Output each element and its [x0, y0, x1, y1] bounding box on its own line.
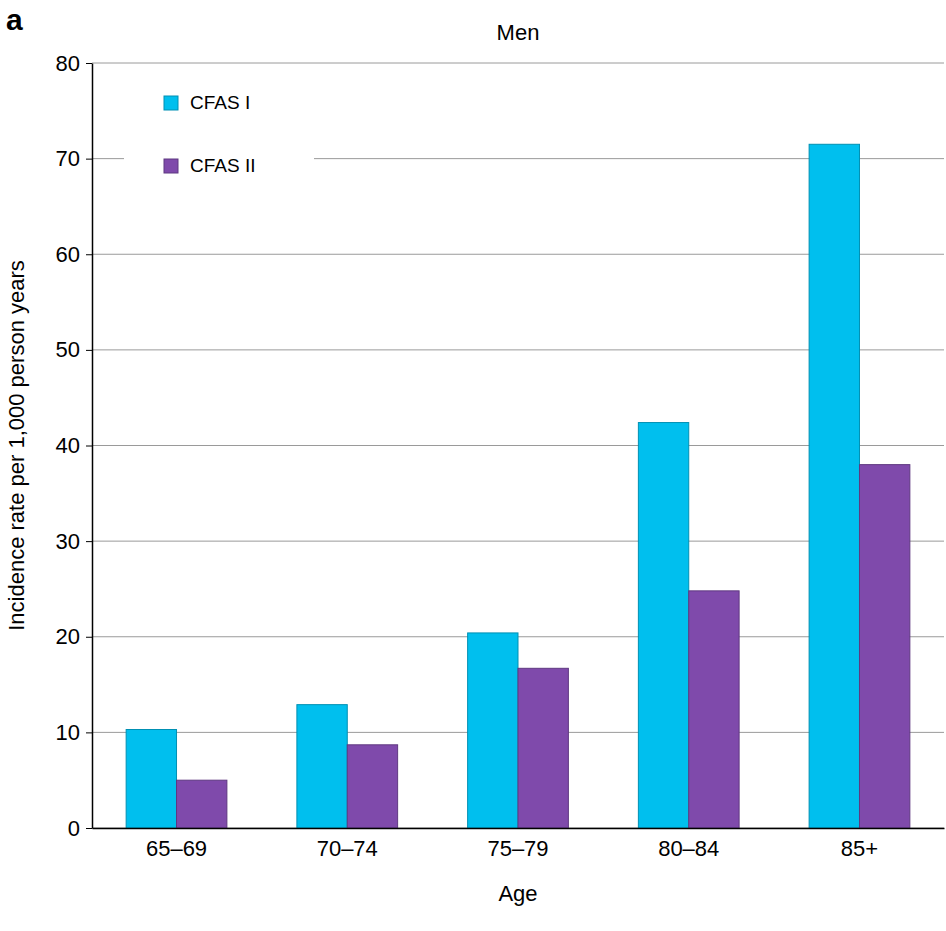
y-tick-mark [86, 254, 92, 255]
y-tick-label: 80 [56, 51, 80, 76]
y-tick-mark [86, 63, 92, 64]
legend-label: CFAS I [190, 92, 250, 113]
bar [347, 745, 397, 828]
y-tick: 40 [56, 433, 92, 458]
x-tick: 70–74 [317, 828, 378, 861]
y-tick-mark [86, 541, 92, 542]
y-tick-label: 0 [68, 816, 80, 841]
y-tick: 70 [56, 146, 92, 171]
x-tick: 65–69 [146, 828, 207, 861]
legend-swatch [164, 159, 178, 173]
bar [297, 705, 347, 828]
bar [638, 423, 688, 828]
x-axis-title: Age [498, 881, 537, 906]
legend-background [124, 81, 314, 183]
x-tick: 80–84 [658, 828, 719, 861]
y-tick-mark [86, 446, 92, 447]
x-tick-label: 85+ [841, 836, 878, 861]
panel-label: a [6, 3, 23, 36]
y-tick: 80 [56, 51, 92, 76]
y-tick: 30 [56, 529, 92, 554]
y-tick: 60 [56, 242, 92, 267]
y-tick-label: 60 [56, 242, 80, 267]
x-tick: 85+ [841, 828, 878, 861]
y-tick-label: 30 [56, 529, 80, 554]
chart-container: 0 10 20 30 40 50 60 70 80 65–69 70–74 75–79 80–84 85+… [0, 0, 946, 931]
bar [809, 144, 859, 828]
bar [518, 668, 568, 828]
y-tick: 10 [56, 720, 92, 745]
x-axis-line [93, 828, 945, 830]
chart-svg: 0 10 20 30 40 50 60 70 80 65–69 70–74 75–79 80–84 85+… [0, 0, 946, 931]
bars [126, 144, 910, 828]
y-tick: 20 [56, 624, 92, 649]
y-tick-mark [86, 732, 92, 733]
y-tick-label: 50 [56, 337, 80, 362]
y-tick-mark [86, 350, 92, 351]
grid-line [92, 63, 944, 64]
plot-area: 0 10 20 30 40 50 60 70 80 65–69 70–74 75–79 80–84 85+… [56, 51, 945, 861]
y-axis-title: Incidence rate per 1,000 person years [4, 260, 29, 631]
y-tick-mark [86, 637, 92, 638]
bar [859, 465, 909, 828]
y-tick: 50 [56, 337, 92, 362]
x-tick-label: 75–79 [487, 836, 548, 861]
y-tick-label: 40 [56, 433, 80, 458]
bar [689, 591, 739, 828]
x-axis: 65–69 70–74 75–79 80–84 85+ [93, 828, 945, 861]
y-tick-label: 70 [56, 146, 80, 171]
bar [126, 730, 176, 828]
y-tick-label: 20 [56, 624, 80, 649]
x-tick-label: 70–74 [317, 836, 378, 861]
y-tick-label: 10 [56, 720, 80, 745]
x-tick-label: 65–69 [146, 836, 207, 861]
bar [177, 780, 227, 828]
bar [468, 633, 518, 828]
grid [92, 63, 944, 828]
legend: CFAS I CFAS II [124, 81, 314, 183]
title: Men [497, 20, 540, 45]
y-tick: 0 [68, 816, 92, 841]
x-tick-label: 80–84 [658, 836, 719, 861]
y-axis: 0 10 20 30 40 50 60 70 80 [56, 51, 93, 841]
legend-label: CFAS II [190, 155, 255, 176]
legend-swatch [164, 96, 178, 110]
y-tick-mark [86, 159, 92, 160]
y-tick-mark [86, 828, 92, 829]
x-tick: 75–79 [487, 828, 548, 861]
